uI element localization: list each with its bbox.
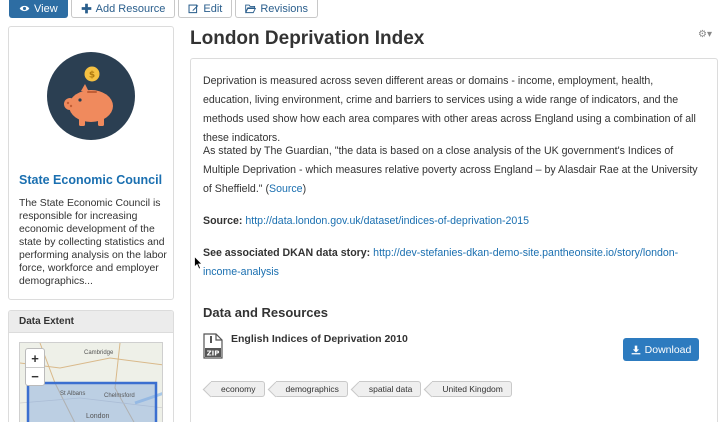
- folder-open-icon: [245, 4, 257, 14]
- tag[interactable]: demographics: [275, 381, 348, 397]
- settings-gear-icon[interactable]: ⚙▾: [698, 29, 712, 40]
- download-button[interactable]: Download: [623, 338, 699, 361]
- zoom-in-button[interactable]: +: [31, 350, 39, 366]
- story-label: See associated DKAN data story:: [203, 247, 371, 259]
- organization-card: $ State Economic Council The State Econo…: [8, 26, 174, 300]
- tag-list: economy demographics spatial data United…: [211, 381, 512, 397]
- download-icon: [631, 345, 641, 354]
- zoom-out-button[interactable]: −: [26, 367, 44, 385]
- data-extent-panel: Data Extent + − Cambridge St Albans Chel…: [8, 310, 174, 422]
- source-label: Source:: [203, 215, 243, 227]
- organization-name-link[interactable]: State Economic Council: [19, 173, 163, 187]
- view-tab[interactable]: View: [9, 0, 68, 18]
- add-resource-tab[interactable]: Add Resource: [70, 0, 176, 18]
- edit-tab[interactable]: Edit: [178, 0, 233, 18]
- revisions-tab[interactable]: Revisions: [235, 0, 319, 18]
- guardian-source-link[interactable]: Source: [269, 183, 303, 195]
- data-resources-heading: Data and Resources: [203, 305, 328, 320]
- mouse-cursor-icon: [194, 256, 203, 270]
- description-paragraph-1: Deprivation is measured across seven dif…: [203, 75, 696, 144]
- dataset-panel: Deprivation is measured across seven dif…: [190, 58, 718, 422]
- extent-map[interactable]: + − Cambridge St Albans Chelmsford Londo…: [19, 342, 163, 422]
- paragraph-2-end: ): [302, 183, 307, 195]
- page-actions: View Add Resource Edit Revisions: [9, 0, 319, 18]
- organization-description: The State Economic Council is responsibl…: [19, 198, 167, 287]
- description-paragraph-2: As stated by The Guardian, "the data is …: [203, 142, 703, 199]
- tag[interactable]: spatial data: [358, 381, 422, 397]
- map-label-st-albans: St Albans: [60, 391, 86, 397]
- map-label-london: London: [86, 413, 110, 420]
- map-label-cambridge: Cambridge: [84, 350, 114, 356]
- page-title: London Deprivation Index: [190, 28, 425, 49]
- edit-icon: [188, 4, 199, 14]
- add-resource-tab-label: Add Resource: [95, 2, 166, 15]
- zip-file-icon: ZIP: [203, 333, 223, 359]
- tag[interactable]: United Kingdom: [432, 381, 512, 397]
- map-label-chelmsford: Chelmsford: [104, 393, 135, 399]
- edit-tab-label: Edit: [203, 2, 223, 15]
- paragraph-2-text: As stated by The Guardian, "the data is …: [203, 145, 698, 195]
- eye-icon: [19, 5, 30, 12]
- download-button-label: Download: [644, 343, 692, 356]
- source-line: Source: http://data.london.gov.uk/datase…: [203, 212, 703, 231]
- revisions-tab-label: Revisions: [260, 2, 309, 15]
- zoom-control: + −: [25, 348, 45, 386]
- svg-text:$: $: [89, 71, 95, 81]
- plus-icon: [81, 3, 91, 14]
- piggy-bank-logo-icon: $: [47, 52, 135, 140]
- resource-title-link[interactable]: English Indices of Deprivation 2010: [231, 333, 408, 345]
- data-extent-title: Data Extent: [9, 311, 173, 333]
- story-line: See associated DKAN data story: http://d…: [203, 244, 703, 282]
- story-link[interactable]: http://dev-stefanies-dkan-demo-site.pant…: [203, 247, 679, 278]
- source-link[interactable]: http://data.london.gov.uk/dataset/indice…: [245, 215, 530, 227]
- view-tab-label: View: [34, 2, 58, 15]
- svg-text:ZIP: ZIP: [207, 350, 220, 358]
- tag[interactable]: economy: [211, 381, 265, 397]
